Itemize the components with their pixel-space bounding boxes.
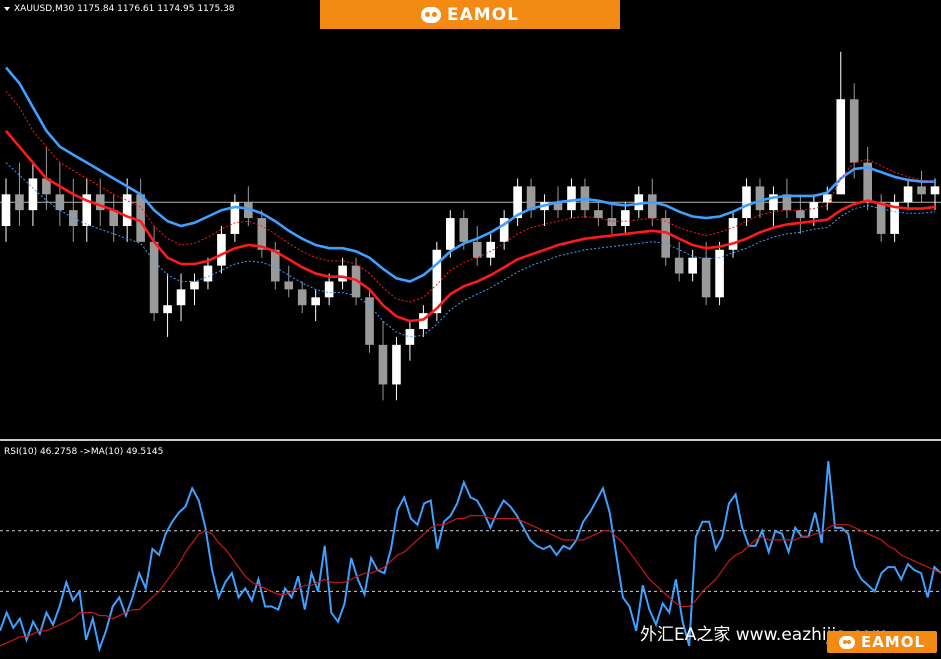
candle-body — [513, 186, 522, 219]
rsi-pane[interactable] — [0, 460, 941, 653]
logo-text-bottom: EAMOL — [860, 633, 926, 651]
candle-body — [836, 99, 846, 195]
candle-body — [324, 281, 334, 298]
candle-body — [122, 194, 132, 226]
candle-body — [28, 178, 38, 211]
symbol-header-text: XAUUSD,M30 1175.84 1176.61 1174.95 1175.… — [14, 4, 235, 14]
candle-body — [82, 194, 92, 226]
candle-body — [796, 210, 805, 219]
candle-body — [634, 194, 644, 211]
candle-body — [661, 218, 671, 258]
candle-body — [701, 257, 711, 298]
candle-body — [715, 249, 724, 298]
candle-body — [365, 297, 374, 345]
candle-body — [311, 297, 320, 306]
candle-body — [567, 186, 576, 211]
logo-text: EAMOL — [447, 4, 519, 25]
moving-average-line-1 — [5, 66, 935, 283]
candle-body — [405, 329, 415, 345]
candle-body — [526, 186, 536, 211]
candle-body — [863, 162, 872, 203]
rsi-header: RSI(10) 46.2758 ->MA(10) 49.5145 — [4, 447, 164, 457]
rsi-ma-line — [0, 515, 941, 647]
candle-body — [930, 186, 940, 195]
candle-body — [257, 218, 267, 250]
candle-body — [755, 186, 765, 211]
candle-body — [822, 194, 832, 203]
candle-body — [270, 249, 280, 282]
candle-body — [621, 210, 630, 226]
candle-body — [136, 194, 145, 242]
candle-body — [728, 218, 738, 250]
candle-body — [1, 194, 11, 226]
candle-body — [15, 194, 24, 211]
candle-body — [244, 202, 253, 219]
candle-body — [647, 194, 657, 219]
caret-down-icon[interactable] — [4, 6, 10, 11]
candle-body — [190, 281, 199, 290]
watermark-text: 外汇EA之家 www.eazhijia.com — [640, 625, 889, 645]
candle-body — [55, 194, 65, 211]
candle-body — [109, 210, 119, 226]
candle-body — [297, 289, 307, 306]
candle-body — [553, 202, 563, 211]
candle-body — [163, 305, 172, 314]
candle-body — [594, 210, 603, 219]
candle-body — [607, 218, 617, 226]
candle-body — [69, 210, 78, 226]
candle-body — [486, 241, 496, 258]
candle-body — [782, 194, 792, 211]
candle-body — [176, 289, 186, 306]
candle-body — [378, 344, 388, 385]
eamol-logo-bottom: EAMOL — [827, 631, 937, 653]
candle-body — [499, 218, 509, 242]
eamol-logo-icon — [838, 635, 855, 649]
candle-body — [338, 265, 347, 282]
candle-body — [459, 218, 469, 242]
candle-body — [674, 257, 684, 274]
candle-body — [769, 194, 778, 211]
symbol-header: XAUUSD,M30 1175.84 1176.61 1174.95 1175.… — [4, 4, 235, 14]
candle-body — [419, 313, 428, 329]
candle-body — [903, 186, 913, 203]
candle-body — [742, 186, 751, 219]
candle-body — [95, 194, 105, 211]
candle-body — [230, 202, 240, 234]
candle-body — [217, 233, 226, 266]
eamol-logo-icon — [421, 6, 441, 23]
candle-body — [284, 281, 294, 290]
candle-body — [917, 186, 926, 195]
candle-body — [472, 241, 482, 258]
moving-average-line-4 — [5, 162, 936, 338]
candle-body — [876, 202, 886, 234]
candle-body — [809, 202, 819, 219]
candle-body — [392, 344, 401, 385]
candle-body — [203, 265, 213, 282]
candle-body — [688, 257, 697, 274]
candle-body — [890, 202, 899, 234]
candle-body — [42, 178, 51, 195]
candle-body — [432, 249, 442, 314]
price-pane[interactable] — [0, 51, 941, 401]
candle-body — [849, 99, 859, 163]
eamol-logo-top: EAMOL — [320, 0, 620, 29]
candle-body — [445, 218, 455, 250]
moving-average-line-2 — [5, 130, 936, 323]
candle-body — [149, 241, 159, 314]
